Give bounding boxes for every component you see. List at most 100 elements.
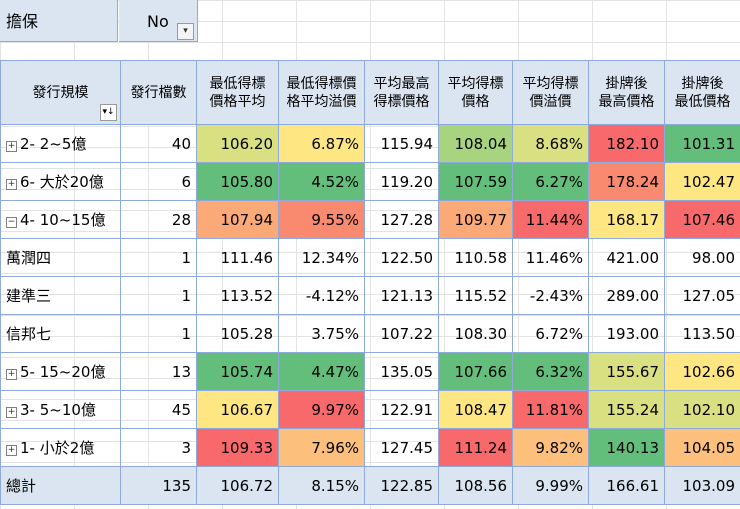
value-cell[interactable]: 109.33 <box>196 428 279 467</box>
count-cell[interactable]: 28 <box>120 200 197 239</box>
value-cell[interactable]: 11.44% <box>512 200 589 239</box>
value-cell[interactable]: 113.52 <box>196 276 279 315</box>
value-cell[interactable]: 107.46 <box>664 200 740 239</box>
value-cell[interactable]: 105.80 <box>196 162 279 201</box>
value-cell[interactable]: 121.13 <box>364 276 439 315</box>
row-label[interactable]: 信邦七 <box>0 314 121 353</box>
value-cell[interactable]: 109.77 <box>438 200 513 239</box>
count-cell[interactable]: 1 <box>120 238 197 277</box>
value-cell[interactable]: 168.17 <box>588 200 665 239</box>
value-cell[interactable]: 107.94 <box>196 200 279 239</box>
total-value-cell[interactable]: 106.72 <box>196 466 279 505</box>
count-cell[interactable]: 6 <box>120 162 197 201</box>
value-cell[interactable]: 107.66 <box>438 352 513 391</box>
count-cell[interactable]: 1 <box>120 276 197 315</box>
value-cell[interactable]: -2.43% <box>512 276 589 315</box>
count-cell[interactable]: 13 <box>120 352 197 391</box>
expand-icon[interactable]: + <box>6 179 17 190</box>
value-cell[interactable]: 115.94 <box>364 124 439 163</box>
value-cell[interactable]: 101.31 <box>664 124 740 163</box>
value-cell[interactable]: 127.28 <box>364 200 439 239</box>
value-cell[interactable]: 7.96% <box>278 428 365 467</box>
value-cell[interactable]: 178.24 <box>588 162 665 201</box>
value-cell[interactable]: 111.46 <box>196 238 279 277</box>
row-label[interactable]: 萬潤四 <box>0 238 121 277</box>
value-cell[interactable]: 9.55% <box>278 200 365 239</box>
value-cell[interactable]: 155.67 <box>588 352 665 391</box>
value-cell[interactable]: 108.30 <box>438 314 513 353</box>
value-cell[interactable]: 102.47 <box>664 162 740 201</box>
value-cell[interactable]: 102.66 <box>664 352 740 391</box>
count-cell[interactable]: 1 <box>120 314 197 353</box>
row-label[interactable]: +3- 5~10億 <box>0 390 121 429</box>
value-cell[interactable]: 6.27% <box>512 162 589 201</box>
expand-icon[interactable]: + <box>6 141 17 152</box>
value-cell[interactable]: 119.20 <box>364 162 439 201</box>
value-cell[interactable]: 11.46% <box>512 238 589 277</box>
value-cell[interactable]: 108.47 <box>438 390 513 429</box>
value-cell[interactable]: 107.59 <box>438 162 513 201</box>
count-cell[interactable]: 40 <box>120 124 197 163</box>
value-cell[interactable]: 11.81% <box>512 390 589 429</box>
value-cell[interactable]: 12.34% <box>278 238 365 277</box>
value-cell[interactable]: 9.82% <box>512 428 589 467</box>
total-value-cell[interactable]: 9.99% <box>512 466 589 505</box>
value-cell[interactable]: 115.52 <box>438 276 513 315</box>
value-cell[interactable]: 102.10 <box>664 390 740 429</box>
total-value-cell[interactable]: 108.56 <box>438 466 513 505</box>
value-cell[interactable]: 98.00 <box>664 238 740 277</box>
col-header-min-bid-avg: 最低得標 價格平均 <box>196 60 279 125</box>
total-value-cell[interactable]: 8.15% <box>278 466 365 505</box>
row-label[interactable]: +5- 15~20億 <box>0 352 121 391</box>
row-label[interactable]: 建準三 <box>0 276 121 315</box>
value-cell[interactable]: 4.47% <box>278 352 365 391</box>
total-value-cell[interactable]: 166.61 <box>588 466 665 505</box>
value-cell[interactable]: 6.87% <box>278 124 365 163</box>
sort-filter-icon[interactable]: ▾↓ <box>100 104 117 121</box>
value-cell[interactable]: 122.50 <box>364 238 439 277</box>
expand-icon[interactable]: + <box>6 407 17 418</box>
total-value-cell[interactable]: 122.85 <box>364 466 439 505</box>
value-cell[interactable]: 4.52% <box>278 162 365 201</box>
value-cell[interactable]: 105.28 <box>196 314 279 353</box>
collapse-icon[interactable]: − <box>6 217 17 228</box>
value-cell[interactable]: 8.68% <box>512 124 589 163</box>
value-cell[interactable]: 113.50 <box>664 314 740 353</box>
expand-icon[interactable]: + <box>6 369 17 380</box>
count-cell[interactable]: 3 <box>120 428 197 467</box>
value-cell[interactable]: 9.97% <box>278 390 365 429</box>
value-cell[interactable]: 127.05 <box>664 276 740 315</box>
value-cell[interactable]: 193.00 <box>588 314 665 353</box>
value-cell[interactable]: -4.12% <box>278 276 365 315</box>
value-cell[interactable]: 3.75% <box>278 314 365 353</box>
value-cell[interactable]: 289.00 <box>588 276 665 315</box>
value-cell[interactable]: 127.45 <box>364 428 439 467</box>
total-count-cell[interactable]: 135 <box>120 466 197 505</box>
value-cell[interactable]: 106.67 <box>196 390 279 429</box>
value-cell[interactable]: 105.74 <box>196 352 279 391</box>
value-cell[interactable]: 140.13 <box>588 428 665 467</box>
value-cell[interactable]: 107.22 <box>364 314 439 353</box>
total-label[interactable]: 總計 <box>0 466 121 505</box>
filter-dropdown-icon[interactable]: ▾ <box>177 23 194 40</box>
value-cell[interactable]: 135.05 <box>364 352 439 391</box>
value-cell[interactable]: 6.32% <box>512 352 589 391</box>
total-value-cell[interactable]: 103.09 <box>664 466 740 505</box>
expand-icon[interactable]: + <box>6 445 17 456</box>
count-cell[interactable]: 45 <box>120 390 197 429</box>
value-cell[interactable]: 106.20 <box>196 124 279 163</box>
value-cell[interactable]: 110.58 <box>438 238 513 277</box>
row-label[interactable]: +2- 2~5億 <box>0 124 121 163</box>
value-cell[interactable]: 421.00 <box>588 238 665 277</box>
row-label[interactable]: −4- 10~15億 <box>0 200 121 239</box>
value-cell[interactable]: 6.72% <box>512 314 589 353</box>
value-cell[interactable]: 122.91 <box>364 390 439 429</box>
value-cell[interactable]: 182.10 <box>588 124 665 163</box>
col-header-scale[interactable]: 發行規模 ▾↓ <box>0 60 121 125</box>
value-cell[interactable]: 111.24 <box>438 428 513 467</box>
value-cell[interactable]: 108.04 <box>438 124 513 163</box>
row-label[interactable]: +6- 大於20億 <box>0 162 121 201</box>
value-cell[interactable]: 155.24 <box>588 390 665 429</box>
row-label[interactable]: +1- 小於2億 <box>0 428 121 467</box>
value-cell[interactable]: 104.05 <box>664 428 740 467</box>
